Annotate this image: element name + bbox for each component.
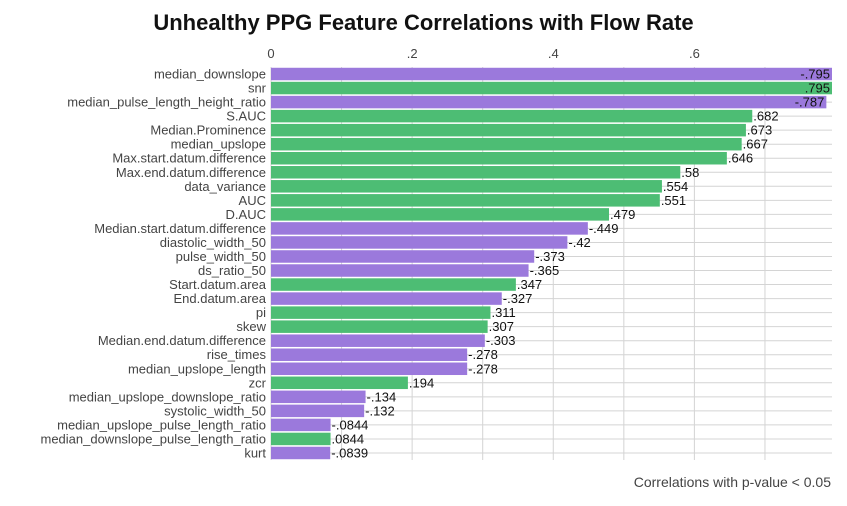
value-label: -.42: [568, 235, 590, 250]
value-label: .795: [805, 81, 830, 96]
bar: [271, 222, 588, 235]
category-label: Median.start.datum.difference: [94, 221, 266, 236]
bars-layer: [271, 67, 832, 460]
value-label: -.278: [468, 361, 498, 376]
x-tick-label: .6: [689, 46, 700, 61]
bar: [271, 264, 529, 277]
value-labels: -.795.795-.787 .682.673.667.646 .58.554.55…: [331, 67, 830, 461]
category-label: pulse_width_50: [176, 249, 266, 264]
bar: [271, 320, 488, 333]
value-label: .554: [663, 179, 688, 194]
category-label: diastolic_width_50: [160, 235, 266, 250]
bar: [271, 95, 827, 109]
value-label: -.0844: [332, 417, 369, 432]
bar: [271, 446, 331, 460]
value-label: .194: [409, 375, 434, 390]
category-label: median_upslope_downslope_ratio: [69, 389, 266, 404]
value-label: .347: [517, 277, 542, 292]
category-label: Max.start.datum.difference: [112, 151, 266, 166]
category-label: S.AUC: [226, 109, 266, 124]
value-label: -.327: [503, 291, 533, 306]
category-label: AUC: [239, 193, 266, 208]
bar: [271, 418, 331, 432]
value-label: -.278: [468, 347, 498, 362]
value-label: .479: [610, 207, 635, 222]
category-label: median_downslope_pulse_length_ratio: [40, 431, 266, 446]
category-label: Start.datum.area: [169, 277, 267, 292]
bar: [271, 81, 832, 95]
x-tick-label: 0: [267, 46, 274, 61]
bar: [271, 67, 832, 81]
value-label: -.449: [589, 221, 619, 236]
category-label: median_upslope_pulse_length_ratio: [57, 417, 266, 432]
category-label: pi: [256, 305, 266, 320]
category-label: median_downslope: [154, 67, 266, 82]
category-label: data_variance: [184, 179, 266, 194]
bar: [271, 348, 468, 361]
x-tick-label: .4: [548, 46, 559, 61]
value-label: -.365: [530, 263, 560, 278]
bar: [271, 236, 568, 249]
category-label: kurt: [244, 445, 266, 460]
value-label: .682: [753, 109, 778, 124]
category-label: End.datum.area: [173, 291, 266, 306]
category-label: Median.end.datum.difference: [98, 333, 266, 348]
bar: [271, 334, 485, 347]
bar: [271, 123, 746, 137]
value-label: -.0839: [331, 445, 368, 460]
value-label: .667: [743, 137, 768, 152]
x-tick-label: .2: [407, 46, 418, 61]
value-label: .646: [728, 151, 753, 166]
bar: [271, 208, 610, 221]
category-label: Median.Prominence: [150, 123, 266, 138]
value-label: -.303: [486, 333, 516, 348]
chart-caption: Correlations with p-value < 0.05: [633, 474, 831, 490]
value-label: -.132: [365, 403, 395, 418]
bar: [271, 151, 727, 165]
category-label: median_pulse_length_height_ratio: [67, 95, 266, 110]
value-label: .551: [661, 193, 686, 208]
bar: [271, 250, 535, 263]
value-label: .673: [747, 123, 772, 138]
bar: [271, 362, 468, 376]
value-label: .58: [681, 165, 699, 180]
bar: [271, 137, 742, 151]
category-label: systolic_width_50: [164, 403, 266, 418]
category-label: ds_ratio_50: [198, 263, 266, 278]
bar: [271, 432, 331, 446]
bar: [271, 390, 366, 404]
value-label: -.795: [800, 67, 830, 82]
category-label: rise_times: [207, 347, 267, 362]
category-labels: median_downslopesnrmedian_pulse_length_h…: [40, 67, 266, 461]
x-axis-ticks: 0 .2 .4 .6: [267, 46, 699, 61]
bar: [271, 109, 753, 123]
bar: [271, 306, 491, 319]
bar: [271, 292, 502, 305]
chart-title: Unhealthy PPG Feature Correlations with …: [153, 10, 694, 35]
value-label: -.373: [535, 249, 565, 264]
value-label: .311: [491, 305, 515, 320]
category-label: snr: [248, 81, 267, 96]
value-label: -.134: [367, 389, 397, 404]
bar: [271, 278, 516, 291]
category-label: median_upslope_length: [128, 361, 266, 376]
category-label: median_upslope: [171, 137, 266, 152]
bar: [271, 166, 681, 179]
category-label: Max.end.datum.difference: [116, 165, 266, 180]
category-label: zcr: [249, 375, 267, 390]
bar: [271, 404, 365, 418]
bar: [271, 180, 662, 193]
category-label: skew: [236, 319, 266, 334]
value-label: .0844: [332, 431, 365, 446]
bar: [271, 194, 660, 207]
value-label: -.787: [795, 95, 825, 110]
value-label: .307: [489, 319, 514, 334]
bar: [271, 376, 408, 390]
category-label: D.AUC: [226, 207, 266, 222]
